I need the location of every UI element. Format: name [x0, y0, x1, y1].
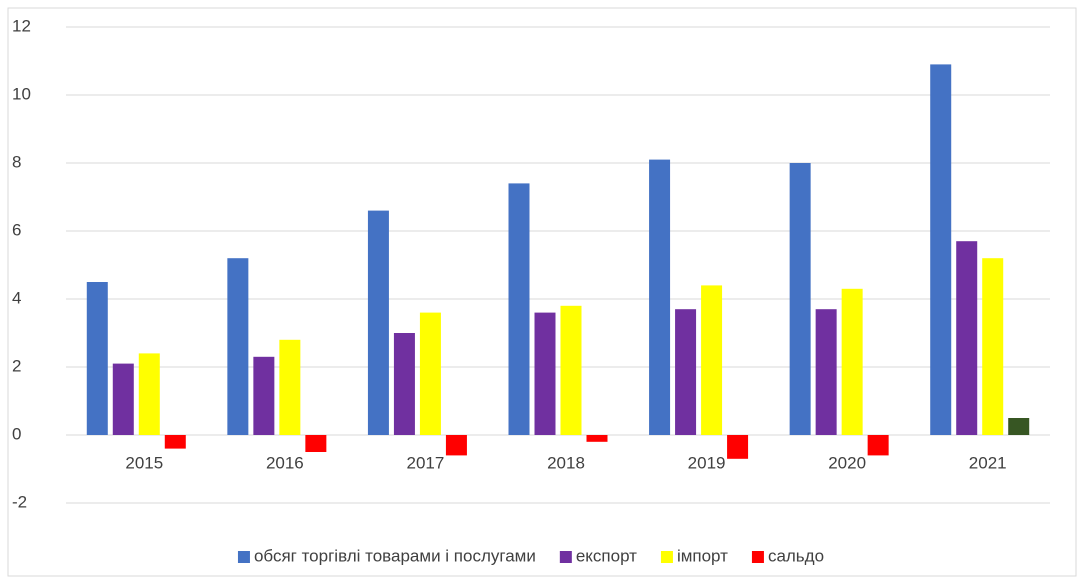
- bar: [930, 64, 952, 436]
- legend-swatch: [660, 551, 673, 563]
- legend-label: імпорт: [677, 546, 728, 565]
- y-tick-label: -2: [12, 492, 27, 511]
- legend-label: обсяг торгівлі товарами і послугами: [254, 546, 536, 565]
- y-tick-label: 12: [12, 16, 31, 35]
- y-tick-label: 0: [12, 424, 21, 443]
- x-tick-label: 2020: [828, 453, 866, 472]
- bar: [982, 258, 1004, 435]
- y-tick-label: 8: [12, 152, 21, 171]
- bar: [164, 435, 186, 449]
- y-tick-label: 2: [12, 356, 21, 375]
- x-tick-label: 2019: [688, 453, 726, 472]
- bar: [367, 210, 389, 435]
- bar: [279, 339, 301, 435]
- chart-frame: [7, 7, 1077, 577]
- legend-label: експорт: [576, 546, 637, 565]
- bar: [727, 435, 749, 459]
- bar: [253, 356, 275, 435]
- bar: [445, 435, 467, 456]
- x-tick-label: 2015: [125, 453, 163, 472]
- bar: [227, 258, 249, 435]
- x-tick-label: 2017: [407, 453, 445, 472]
- bar: [508, 183, 530, 435]
- legend-swatch: [751, 551, 764, 563]
- bar: [1008, 418, 1030, 435]
- x-tick-label: 2016: [266, 453, 304, 472]
- bar: [815, 309, 837, 435]
- legend-swatch: [237, 551, 250, 563]
- bar: [393, 333, 415, 435]
- legend-swatch: [559, 551, 572, 563]
- bar: [305, 435, 327, 452]
- bar: [649, 159, 671, 435]
- bar: [789, 163, 811, 435]
- bar: [867, 435, 889, 456]
- bar: [956, 241, 978, 435]
- bar: [560, 305, 582, 435]
- bar: [701, 285, 723, 435]
- bar: [586, 435, 608, 442]
- y-tick-label: 10: [12, 84, 31, 103]
- x-tick-label: 2021: [969, 453, 1007, 472]
- bar: [86, 282, 108, 435]
- bar: [419, 312, 441, 435]
- bar: [534, 312, 556, 435]
- y-tick-label: 6: [12, 220, 21, 239]
- y-tick-label: 4: [12, 288, 21, 307]
- bar: [112, 363, 134, 435]
- bar: [138, 353, 160, 435]
- bar: [675, 309, 697, 435]
- bar: [841, 288, 863, 435]
- x-tick-label: 2018: [547, 453, 585, 472]
- legend-label: сальдо: [768, 546, 824, 565]
